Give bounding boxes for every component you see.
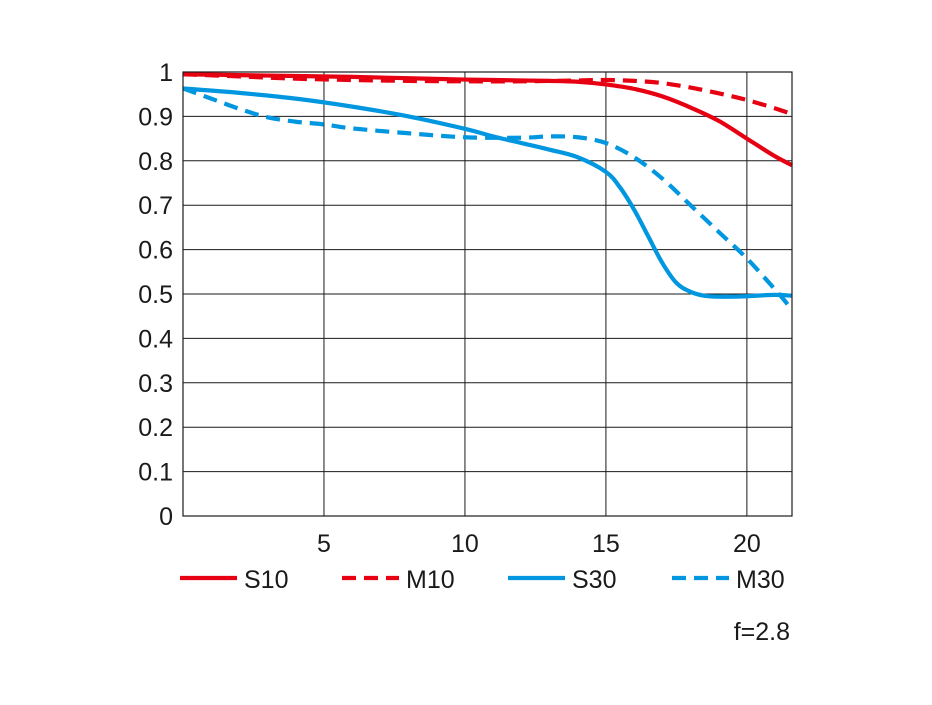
y-tick-label: 0.2 <box>138 414 173 442</box>
series-lines <box>182 72 794 311</box>
series-line-m10 <box>182 72 793 117</box>
aperture-annotation: f=2.8 <box>734 618 790 646</box>
y-tick-label: 0.4 <box>138 325 173 353</box>
series-line-m30 <box>182 86 794 311</box>
legend-label-s10: S10 <box>244 566 288 594</box>
y-tick-label: 0.9 <box>138 103 173 131</box>
y-tick-label: 0.1 <box>138 459 173 487</box>
y-tick-label: 0 <box>159 503 173 531</box>
x-tick-label: 5 <box>317 530 331 558</box>
legend-label-m30: M30 <box>736 566 785 594</box>
y-tick-label: 0.5 <box>138 281 173 309</box>
x-tick-label: 15 <box>592 530 620 558</box>
y-tick-label: 0.3 <box>138 370 173 398</box>
x-tick-labels: 5 10 15 20 <box>317 530 761 558</box>
legend: S10 M10 S30 M30 <box>180 566 785 594</box>
y-tick-label: 0.6 <box>138 237 173 265</box>
series-line-s10 <box>182 72 793 168</box>
y-tick-label: 1 <box>159 59 173 87</box>
y-tick-label: 0.7 <box>138 192 173 220</box>
legend-label-s30: S30 <box>572 566 616 594</box>
x-tick-label: 20 <box>733 530 761 558</box>
y-tick-labels: 0 0.1 0.2 0.3 0.4 0.5 0.6 0.7 0.8 0.9 1 <box>138 59 173 531</box>
legend-label-m10: M10 <box>406 566 455 594</box>
x-tick-label: 10 <box>451 530 479 558</box>
y-tick-label: 0.8 <box>138 148 173 176</box>
plot-frame <box>182 71 793 517</box>
series-line-s30 <box>182 86 793 299</box>
